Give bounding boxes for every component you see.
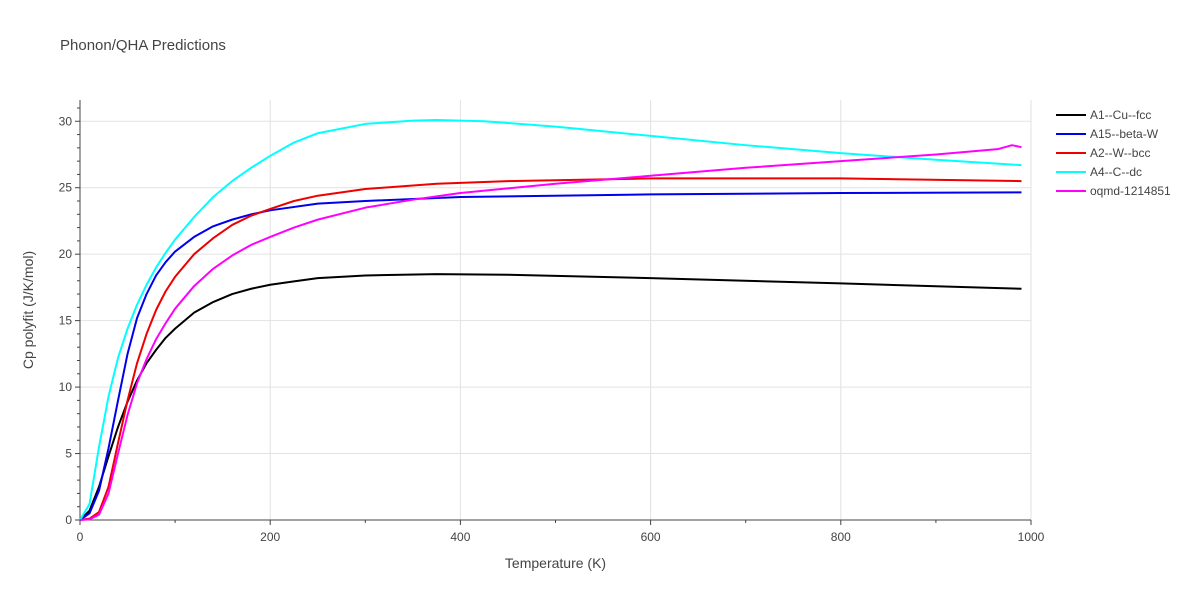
grid-layer bbox=[80, 100, 1032, 520]
x-tick-label: 0 bbox=[77, 530, 84, 544]
legend-item[interactable]: oqmd-1214851 bbox=[1056, 184, 1171, 198]
series-line-A2--W--bcc[interactable] bbox=[79, 177, 1022, 521]
tick-layer: 0 200 400 600 800 1000 0 5 10 15 20 25 30 bbox=[59, 107, 1045, 544]
legend-label: A2--W--bcc bbox=[1090, 146, 1150, 160]
y-tick-label: 15 bbox=[59, 314, 73, 328]
series-line-A4--C--dc[interactable] bbox=[79, 118, 1022, 521]
y-axis-title: Cp polyfit (J/K/mol) bbox=[20, 251, 36, 369]
legend-item[interactable]: A15--beta-W bbox=[1056, 127, 1159, 141]
x-tick-label: 600 bbox=[641, 530, 661, 544]
legend[interactable]: A1--Cu--fcc A15--beta-W A2--W--bcc A4--C--d… bbox=[1056, 108, 1171, 198]
y-tick-label: 25 bbox=[59, 181, 73, 195]
x-tick-label: 200 bbox=[260, 530, 280, 544]
series-line-oqmd-1214851[interactable] bbox=[79, 144, 1022, 521]
series-layer bbox=[79, 118, 1022, 521]
legend-label: oqmd-1214851 bbox=[1090, 184, 1171, 198]
legend-item[interactable]: A4--C--dc bbox=[1056, 165, 1142, 179]
x-tick-label: 800 bbox=[831, 530, 851, 544]
legend-label: A15--beta-W bbox=[1090, 127, 1159, 141]
y-tick-label: 20 bbox=[59, 247, 73, 261]
legend-item[interactable]: A1--Cu--fcc bbox=[1056, 108, 1151, 122]
axis-layer bbox=[79, 100, 1031, 521]
x-tick-label: 400 bbox=[450, 530, 470, 544]
x-tick-label: 1000 bbox=[1018, 530, 1045, 544]
series-line-A1--Cu--fcc[interactable] bbox=[79, 273, 1022, 521]
x-axis-title: Temperature (K) bbox=[505, 555, 606, 571]
y-tick-label: 30 bbox=[59, 114, 73, 128]
y-tick-label: 10 bbox=[59, 380, 73, 394]
legend-label: A4--C--dc bbox=[1090, 165, 1142, 179]
series-line-A15--beta-W[interactable] bbox=[79, 191, 1022, 521]
legend-item[interactable]: A2--W--bcc bbox=[1056, 146, 1150, 160]
chart-title: Phonon/QHA Predictions bbox=[60, 37, 226, 54]
y-tick-label: 0 bbox=[65, 513, 72, 527]
legend-label: A1--Cu--fcc bbox=[1090, 108, 1151, 122]
y-tick-label: 5 bbox=[65, 447, 72, 461]
